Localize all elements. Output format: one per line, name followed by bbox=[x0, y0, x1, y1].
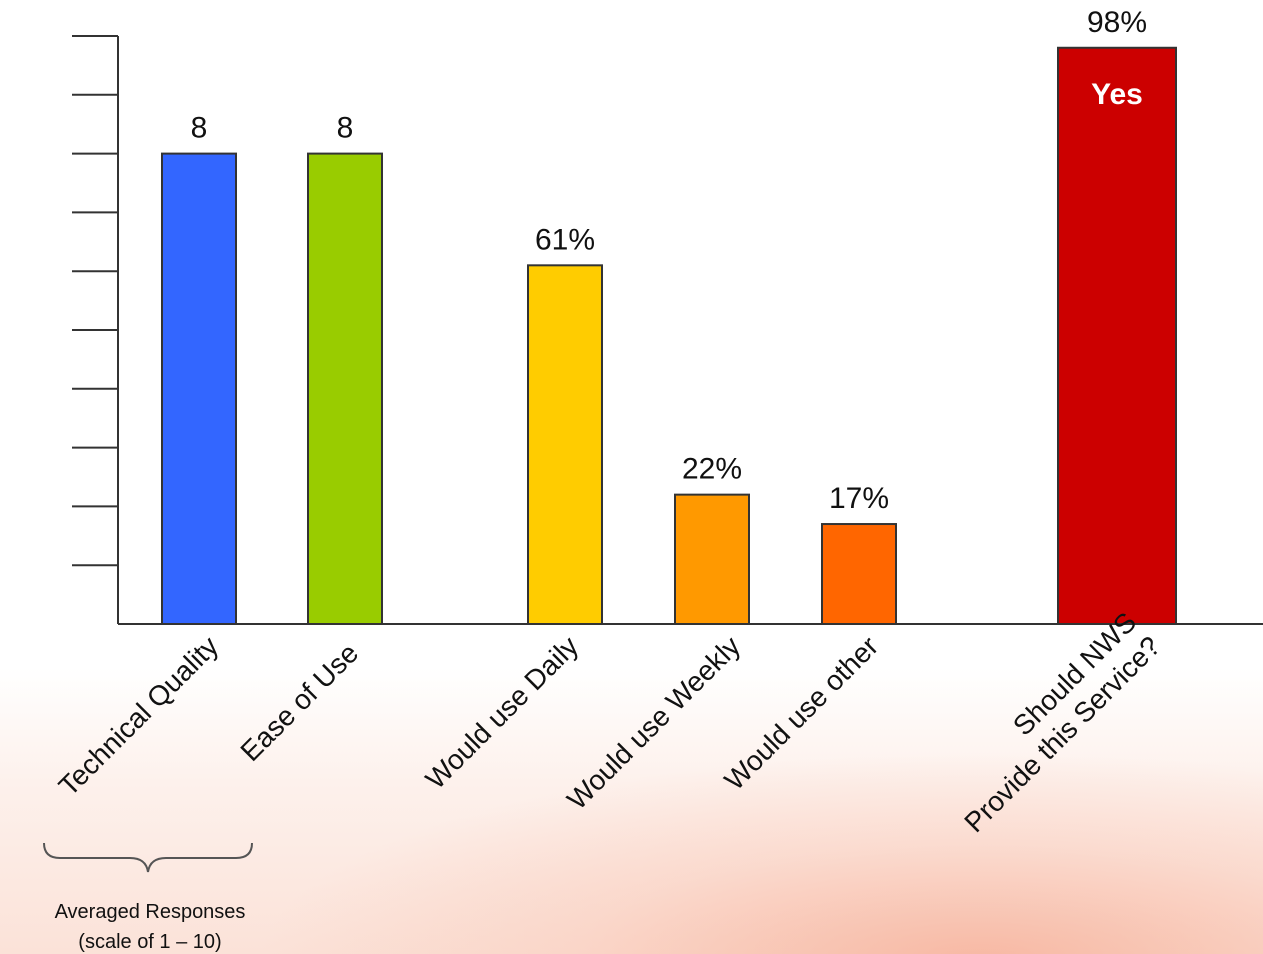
brace-shape bbox=[43, 842, 253, 873]
bar-5 bbox=[821, 523, 897, 625]
category-label-6: Should NWSProvide this Service? bbox=[934, 606, 1166, 838]
category-label-line: Provide this Service? bbox=[958, 630, 1166, 838]
bar-1 bbox=[161, 152, 237, 625]
bar-4 bbox=[674, 493, 750, 626]
bar-3 bbox=[527, 264, 603, 625]
annotation-line1: Averaged Responses bbox=[55, 901, 246, 923]
category-label-1: Technical Quality bbox=[53, 630, 225, 802]
value-label-5: 17% bbox=[829, 482, 889, 515]
value-label-4: 22% bbox=[682, 453, 742, 486]
category-label-4: Would use Weekly bbox=[561, 630, 746, 815]
inner-bar-label: Yes bbox=[1091, 78, 1143, 111]
category-label-line: Technical Quality bbox=[53, 630, 225, 802]
bar-2 bbox=[307, 152, 383, 625]
category-label-5: Would use other bbox=[719, 630, 885, 796]
category-label-line: Would use Weekly bbox=[561, 630, 746, 815]
value-label-6: 98% bbox=[1087, 6, 1147, 39]
category-label-line: Would use Daily bbox=[420, 630, 585, 795]
value-label-2: 8 bbox=[337, 112, 354, 145]
value-label-3: 61% bbox=[535, 223, 595, 256]
category-label-line: Ease of Use bbox=[234, 637, 364, 767]
annotation-line2: (scale of 1 – 10) bbox=[78, 931, 221, 953]
chart-bars bbox=[161, 46, 1177, 626]
value-label-1: 8 bbox=[191, 112, 208, 145]
category-label-2: Ease of Use bbox=[234, 637, 364, 767]
bar-6 bbox=[1057, 46, 1177, 625]
category-label-3: Would use Daily bbox=[420, 630, 585, 795]
category-label-line: Would use other bbox=[719, 630, 885, 796]
